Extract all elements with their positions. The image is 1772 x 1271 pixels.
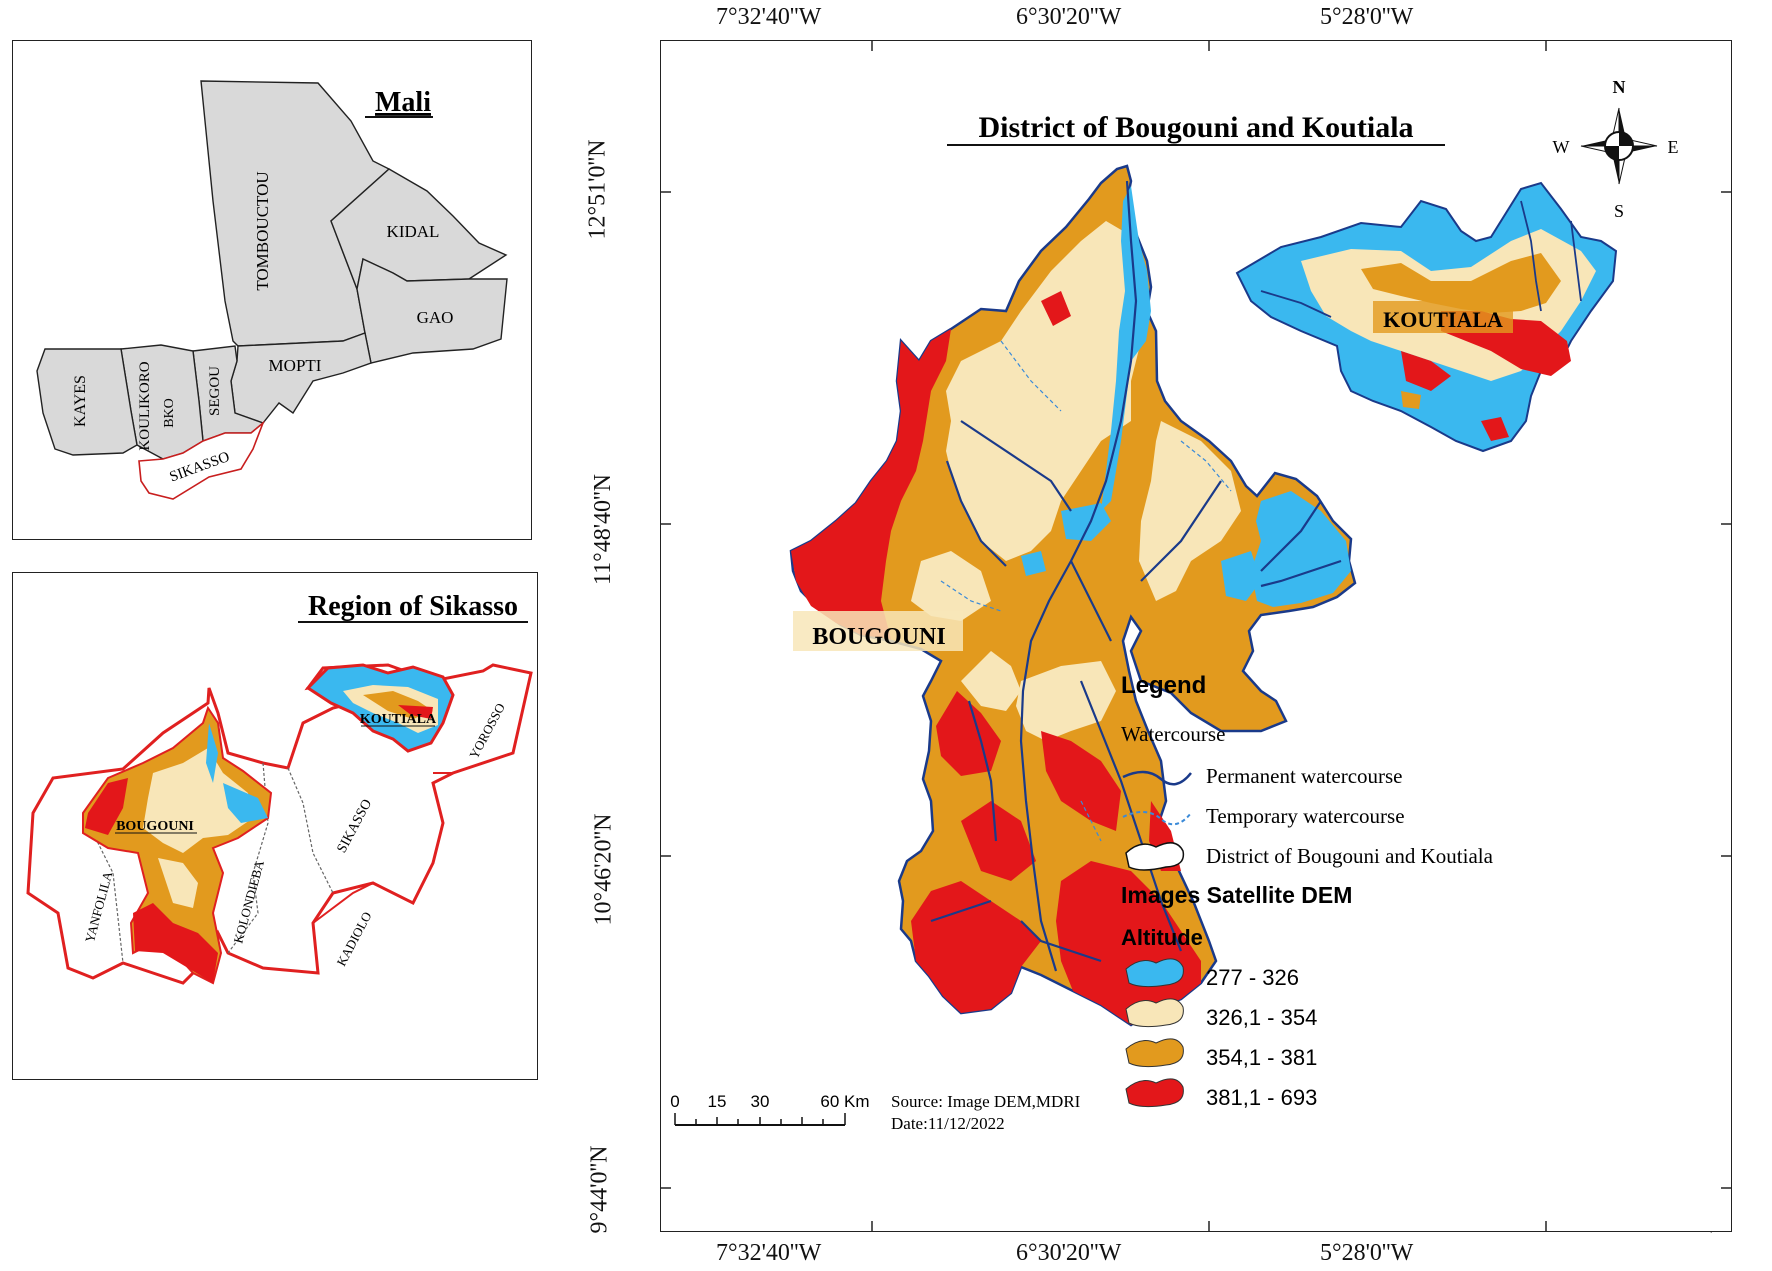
region-gao	[356, 257, 508, 364]
region-kayes	[36, 348, 138, 456]
label-kidal: KIDAL	[387, 222, 440, 241]
label-koulikoro: KOULIKORO	[137, 361, 153, 450]
legend-permanent: Permanent watercourse	[1206, 764, 1403, 788]
lon-label-top-1: 7°32'40''W	[716, 4, 822, 30]
compass-w: W	[1553, 137, 1570, 157]
main-map-title: District of Bougouni and Koutiala	[978, 111, 1413, 144]
altitude-class-4-swatch	[1125, 1078, 1184, 1108]
source-note: Source: Image DEM,MDRI	[891, 1092, 1081, 1111]
bougouni-mini-dem	[82, 705, 273, 985]
mali-map: Mali TOMBOUCTOU KIDAL GAO MOPTI KAYES KO…	[36, 80, 508, 500]
mini-label-koutiala: KOUTIALA	[360, 712, 437, 727]
lat-label-left-3: 10°46'20''N	[590, 813, 617, 926]
sikasso-title: Region of Sikasso	[308, 591, 518, 622]
legend-watercourse-heading: Watercourse	[1121, 722, 1225, 746]
lat-label-left-2: 11°48'40''N	[590, 473, 617, 586]
mini-label-bougouni: BOUGOUNI	[116, 819, 194, 834]
scale-tick-15: 15	[708, 1092, 727, 1111]
label-kayes: KAYES	[72, 375, 89, 427]
lon-label-top-2: 6°30'20''W	[1016, 4, 1122, 30]
mali-title: Mali	[375, 87, 431, 118]
lon-label-top-3: 5°28'0''W	[1320, 4, 1414, 30]
lon-label-bottom-2: 6°30'20''W	[1016, 1240, 1122, 1266]
district-outline-icon	[1125, 842, 1185, 871]
legend-title: Legend	[1121, 672, 1206, 699]
scale-tick-60: 60 Km	[820, 1092, 869, 1111]
main-map-frame: District of Bougouni and Koutiala N S E …	[660, 40, 1732, 1232]
label-gao: GAO	[417, 308, 454, 327]
altitude-class-1-swatch	[1125, 958, 1184, 988]
permanent-watercourse-icon	[1122, 770, 1192, 786]
scale-bar: 0 15 30 60 Km	[670, 1092, 870, 1126]
mali-inset: Mali TOMBOUCTOU KIDAL GAO MOPTI KAYES KO…	[12, 40, 532, 540]
koutiala-mini-dem	[305, 663, 455, 753]
sikasso-map: Region of Sikasso KOUTIALA YORO	[26, 591, 533, 985]
scale-tick-0: 0	[670, 1092, 679, 1111]
compass-n: N	[1613, 77, 1626, 97]
legend-images-heading: Images Satellite DEM	[1121, 882, 1352, 908]
temporary-watercourse-icon	[1122, 811, 1192, 826]
legend-temporary: Temporary watercourse	[1206, 804, 1405, 828]
lon-label-bottom-1: 7°32'40''W	[716, 1240, 822, 1266]
altitude-class-1-label: 277 - 326	[1206, 965, 1299, 990]
label-mopti: MOPTI	[269, 356, 322, 375]
altitude-class-3-label: 354,1 - 381	[1206, 1045, 1317, 1070]
altitude-class-2-label: 326,1 - 354	[1206, 1005, 1317, 1030]
main-map: District of Bougouni and Koutiala N S E …	[661, 41, 1731, 1231]
bougouni-dem: BOUGOUNI	[789, 164, 1357, 1027]
mini-label-kadiolo: KADIOLO	[334, 909, 375, 968]
region-sikasso	[138, 420, 265, 500]
label-bko: BKO	[162, 398, 177, 428]
compass-rose-icon	[1580, 107, 1658, 185]
sikasso-inset: Region of Sikasso KOUTIALA YORO	[12, 572, 538, 1080]
legend-altitude-heading: Altitude	[1121, 925, 1203, 950]
compass-s: S	[1614, 201, 1624, 221]
koutiala-dem: KOUTIALA	[1235, 181, 1618, 453]
koutiala-label: KOUTIALA	[1383, 307, 1503, 332]
compass-e: E	[1668, 137, 1679, 157]
date-note: Date:11/12/2022	[891, 1114, 1005, 1133]
lat-label-left-1: 12°51'0''N	[584, 139, 611, 240]
lon-label-bottom-3: 5°28'0''W	[1320, 1240, 1414, 1266]
altitude-class-3-swatch	[1125, 1038, 1184, 1068]
region-mopti	[230, 332, 372, 424]
label-segou: SEGOU	[207, 366, 223, 416]
altitude-class-2-swatch	[1125, 998, 1184, 1028]
altitude-class-4-label: 381,1 - 693	[1206, 1085, 1317, 1110]
lat-label-left-4: 9°44'0''N	[586, 1145, 613, 1234]
scale-tick-30: 30	[751, 1092, 770, 1111]
legend-district: District of Bougouni and Koutiala	[1206, 844, 1494, 868]
label-tombouctou: TOMBOUCTOU	[253, 171, 272, 290]
legend: Legend Watercourse Permanent watercourse…	[1121, 672, 1494, 1110]
bougouni-label: BOUGOUNI	[812, 624, 945, 650]
